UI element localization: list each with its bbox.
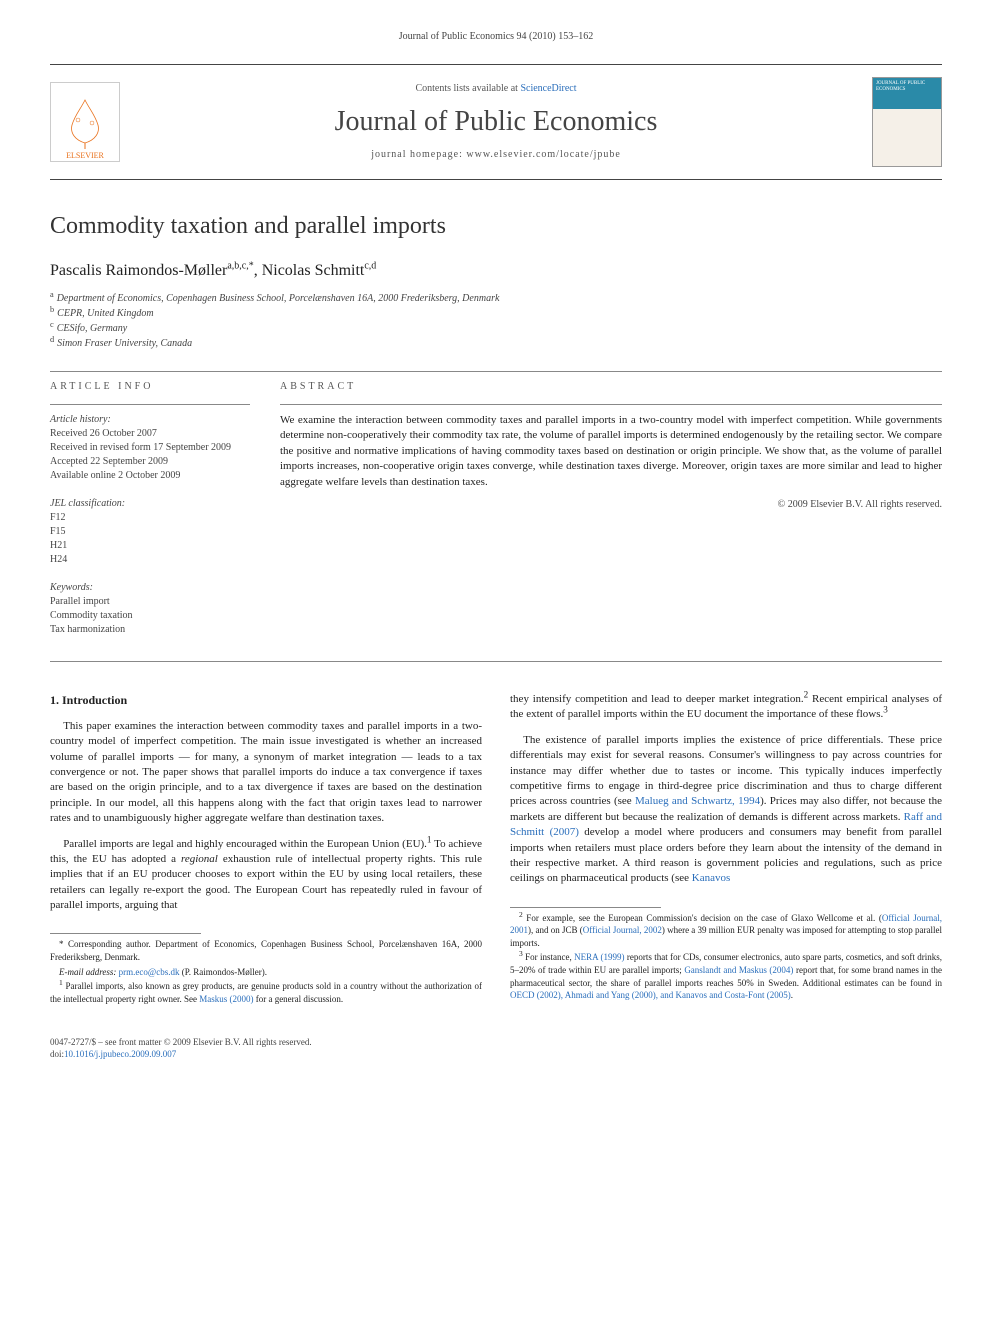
article-info-label: article info <box>50 380 250 394</box>
abstract-copyright: © 2009 Elsevier B.V. All rights reserved… <box>280 498 942 512</box>
body-columns: 1. Introduction This paper examines the … <box>50 692 942 1006</box>
email-link[interactable]: prm.eco@cbs.dk <box>119 967 180 977</box>
footnote-corresponding: * Corresponding author. Department of Ec… <box>50 938 482 963</box>
citation-link[interactable]: Ganslandt and Maskus (2004) <box>684 965 793 975</box>
keyword: Tax harmonization <box>50 623 250 637</box>
affiliation: cCESifo, Germany <box>50 322 942 336</box>
author-2-sup: c,d <box>364 260 376 271</box>
jel-code: H21 <box>50 539 250 553</box>
jel-label: JEL classification: <box>50 497 250 511</box>
affiliation: bCEPR, United Kingdom <box>50 307 942 321</box>
author-1-sup: a,b,c, <box>227 260 248 271</box>
rule <box>50 661 942 662</box>
author-2: Nicolas Schmitt <box>262 262 365 279</box>
contents-prefix: Contents lists available at <box>415 83 520 94</box>
doi-line: doi:10.1016/j.jpubeco.2009.09.007 <box>50 1048 942 1061</box>
citation-link[interactable]: Malueg and Schwartz, 1994 <box>635 795 760 807</box>
paragraph: This paper examines the interaction betw… <box>50 719 482 827</box>
doi-link[interactable]: 10.1016/j.jpubeco.2009.09.007 <box>64 1049 176 1059</box>
left-footnotes: * Corresponding author. Department of Ec… <box>50 938 482 1005</box>
footnote-2: 2 For example, see the European Commissi… <box>510 912 942 950</box>
history-received: Received 26 October 2007 <box>50 427 250 441</box>
rule <box>50 371 942 372</box>
journal-cover-thumb <box>872 77 942 167</box>
jel-code: F15 <box>50 525 250 539</box>
authors: Pascalis Raimondos-Møllera,b,c,*, Nicola… <box>50 260 942 282</box>
emphasis: regional <box>181 853 218 865</box>
keyword: Parallel import <box>50 595 250 609</box>
homepage-prefix: journal homepage: <box>371 149 466 160</box>
jel-code: H24 <box>50 553 250 567</box>
elsevier-tree-icon <box>60 95 110 150</box>
affiliation: aDepartment of Economics, Copenhagen Bus… <box>50 292 942 306</box>
front-matter-line: 0047-2727/$ – see front matter © 2009 El… <box>50 1036 942 1049</box>
masthead: ELSEVIER Contents lists available at Sci… <box>50 64 942 180</box>
keywords-label: Keywords: <box>50 581 250 595</box>
right-footnotes: 2 For example, see the European Commissi… <box>510 912 942 1002</box>
abstract-text: We examine the interaction between commo… <box>280 413 942 490</box>
sciencedirect-link[interactable]: ScienceDirect <box>520 83 576 94</box>
paragraph: The existence of parallel imports implie… <box>510 733 942 887</box>
jel-block: JEL classification: F12 F15 H21 H24 <box>50 497 250 567</box>
jel-code: F12 <box>50 511 250 525</box>
article-title: Commodity taxation and parallel imports <box>50 210 942 244</box>
rule <box>50 404 250 405</box>
section-heading: 1. Introduction <box>50 692 482 709</box>
elsevier-label: ELSEVIER <box>66 150 104 161</box>
bottom-meta: 0047-2727/$ – see front matter © 2009 El… <box>50 1036 942 1061</box>
footnote-email: E-mail address: prm.eco@cbs.dk (P. Raimo… <box>50 966 482 979</box>
history-label: Article history: <box>50 413 250 427</box>
footnote-ref[interactable]: 3 <box>883 705 888 715</box>
article-info-left: article info Article history: Received 2… <box>50 380 250 651</box>
rule <box>280 404 942 405</box>
paragraph: they intensify competition and lead to d… <box>510 692 942 723</box>
footnote-rule <box>50 933 201 934</box>
journal-name: Journal of Public Economics <box>120 102 872 141</box>
keywords-block: Keywords: Parallel import Commodity taxa… <box>50 581 250 637</box>
footnote-1: 1 Parallel imports, also known as grey p… <box>50 980 482 1005</box>
author-sep: , <box>254 262 262 279</box>
abstract-block: abstract We examine the interaction betw… <box>280 380 942 651</box>
history-accepted: Accepted 22 September 2009 <box>50 455 250 469</box>
footnote-rule <box>510 907 661 908</box>
citation-link[interactable]: Official Journal, 2002 <box>583 925 662 935</box>
paragraph: Parallel imports are legal and highly en… <box>50 837 482 914</box>
article-history: Article history: Received 26 October 200… <box>50 413 250 483</box>
keyword: Commodity taxation <box>50 609 250 623</box>
article-info-row: article info Article history: Received 2… <box>50 380 942 651</box>
abstract-label: abstract <box>280 380 942 394</box>
masthead-center: Contents lists available at ScienceDirec… <box>120 82 872 161</box>
author-1: Pascalis Raimondos-Møller <box>50 262 227 279</box>
homepage-url: www.elsevier.com/locate/jpube <box>466 149 620 160</box>
affiliations: aDepartment of Economics, Copenhagen Bus… <box>50 292 942 351</box>
citation-link[interactable]: Kanavos <box>692 872 731 884</box>
history-revised: Received in revised form 17 September 20… <box>50 441 250 455</box>
history-online: Available online 2 October 2009 <box>50 469 250 483</box>
running-head: Journal of Public Economics 94 (2010) 15… <box>50 30 942 44</box>
affiliation: dSimon Fraser University, Canada <box>50 337 942 351</box>
citation-link[interactable]: Maskus (2000) <box>199 994 253 1004</box>
elsevier-logo: ELSEVIER <box>50 82 120 162</box>
citation-link[interactable]: NERA (1999) <box>574 952 624 962</box>
homepage-line: journal homepage: www.elsevier.com/locat… <box>120 148 872 162</box>
footnote-3: 3 For instance, NERA (1999) reports that… <box>510 951 942 1001</box>
contents-line: Contents lists available at ScienceDirec… <box>120 82 872 96</box>
citation-link[interactable]: OECD (2002), Ahmadi and Yang (2000), and… <box>510 990 791 1000</box>
